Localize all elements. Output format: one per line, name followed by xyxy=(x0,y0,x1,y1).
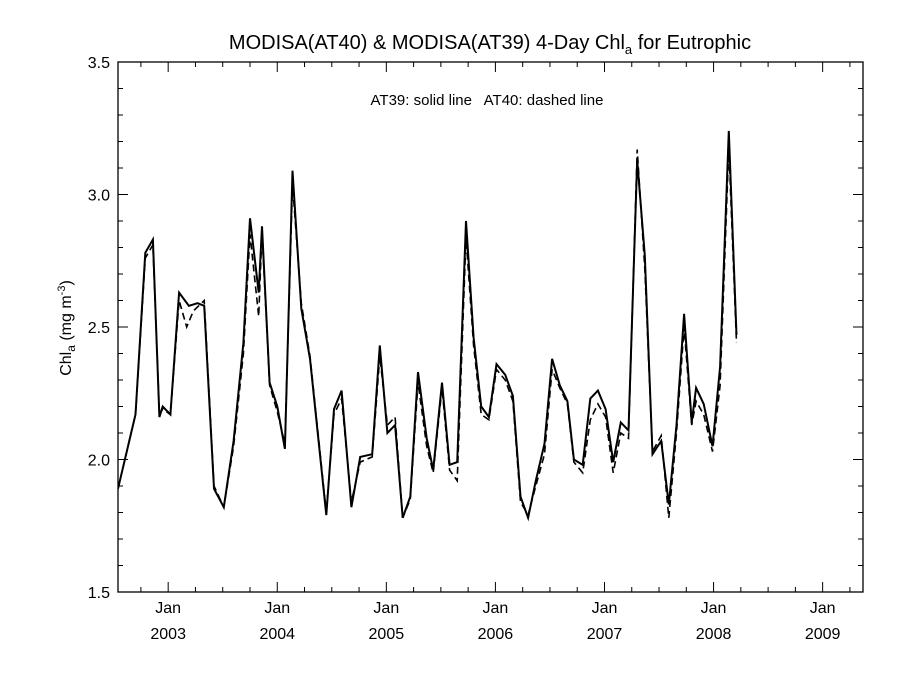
chart-title-main: MODISA(AT40) & MODISA(AT39) 4-Day Chl xyxy=(229,32,625,54)
x-tick-month: Jan xyxy=(264,600,290,617)
svg-text:Chla (mg m-3): Chla (mg m-3) xyxy=(56,280,78,376)
x-tick-year: 2008 xyxy=(696,626,732,643)
series-lines xyxy=(118,130,738,522)
y-axis-label: Chla (mg m-3) xyxy=(56,280,78,376)
series-line-at39 xyxy=(118,130,738,522)
x-tick-month: Jan xyxy=(701,600,727,617)
x-tick-year: 2003 xyxy=(150,626,186,643)
y-axis-label-close: ) xyxy=(58,280,75,285)
y-tick-label: 3.0 xyxy=(88,188,110,205)
y-axis-label-main: Chl xyxy=(58,352,75,376)
y-tick-label: 1.5 xyxy=(88,585,110,602)
chart-title: MODISA(AT40) & MODISA(AT39) 4-Day Chla f… xyxy=(229,32,751,57)
x-tick-month: Jan xyxy=(592,600,618,617)
y-tick-label: 2.5 xyxy=(88,320,110,337)
x-tick-year: 2005 xyxy=(369,626,405,643)
x-tick-month: Jan xyxy=(373,600,399,617)
y-tick-label: 3.5 xyxy=(88,55,110,72)
plot-frame xyxy=(117,61,864,593)
x-tick-year: 2004 xyxy=(259,626,295,643)
chart-title-subscript: a xyxy=(625,42,633,57)
x-tick-month: Jan xyxy=(810,600,836,617)
series-line-at40 xyxy=(118,146,738,519)
y-tick-label: 2.0 xyxy=(88,453,110,470)
y-axis-label-superscript: -3 xyxy=(56,286,68,296)
x-tick-labels: Jan 2003 Jan 2004 Jan 2005 Jan 2006 Jan 2007 Jan 20… xyxy=(150,600,840,643)
y-tick-labels: 1.5 2.0 2.5 3.0 3.5 xyxy=(88,55,110,602)
x-tick-month: Jan xyxy=(483,600,509,617)
x-tick-year: 2007 xyxy=(587,626,623,643)
x-tick-year: 2009 xyxy=(805,626,841,643)
x-tick-month: Jan xyxy=(155,600,181,617)
y-axis-label-unit: (mg m xyxy=(58,295,75,345)
x-tick-year: 2006 xyxy=(478,626,514,643)
y-axis-label-subscript: a xyxy=(64,345,78,352)
axis-ticks xyxy=(118,61,863,593)
legend-annotation: AT39: solid line AT40: dashed line xyxy=(371,92,604,109)
chart-title-tail: for Eutrophic xyxy=(632,32,751,54)
